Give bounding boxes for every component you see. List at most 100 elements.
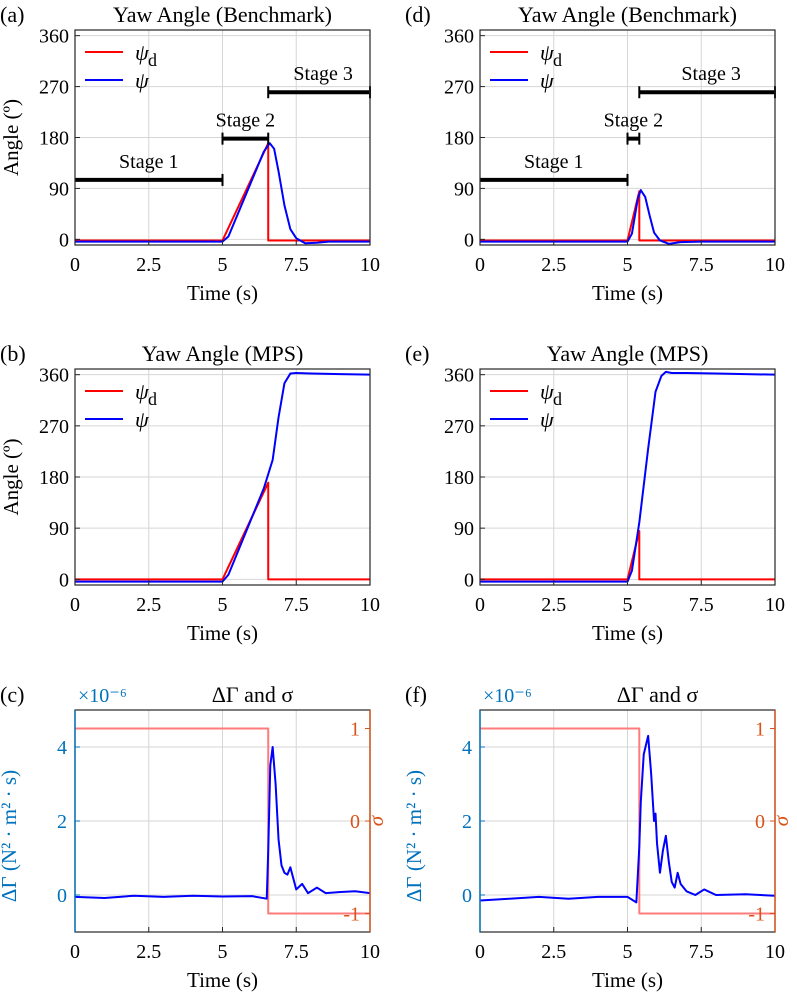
psi-d-line: [480, 190, 775, 242]
x-tick-label: 0: [475, 254, 485, 276]
delta-gamma-line: [75, 746, 370, 900]
legend-psi-label: ψ: [135, 68, 149, 93]
x-tick-label: 10: [360, 254, 380, 276]
y-right-tick-label: -1: [748, 904, 765, 926]
x-tick-label: 2.5: [541, 941, 566, 963]
panel-label: (a): [0, 2, 24, 27]
y-tick-label: 360: [444, 365, 474, 387]
y-axis-label: Angle (º): [0, 438, 23, 515]
psi-d-line: [75, 481, 370, 581]
chart-title: ΔΓ and σ: [617, 682, 699, 707]
x-tick-label: 5: [623, 594, 633, 616]
y-tick-label: 0: [464, 569, 474, 591]
panel-a: Stage 1 Stage 2 Stage 3 0 2.5 5 7.5 10 Time (s) Y…: [0, 2, 380, 305]
x-tick-label: 0: [70, 941, 80, 963]
legend: ψ dψ: [85, 40, 157, 93]
psi-line: [75, 371, 370, 583]
x-tick-label: 0: [70, 594, 80, 616]
legend-subscript: d: [148, 389, 157, 409]
y-tick-label: 270: [39, 416, 69, 438]
y-tick-label: 270: [39, 77, 69, 99]
y-left-tick-label: 4: [57, 737, 67, 759]
panel-label: (f): [405, 682, 427, 707]
y-tick-label: 180: [444, 128, 474, 150]
stage-label: Stage 1: [524, 151, 583, 173]
legend: ψ dψ: [490, 379, 562, 432]
y-tick-label: 90: [454, 518, 474, 540]
y-tick-label: 360: [39, 365, 69, 387]
exponent-label: ×10⁻⁶: [78, 685, 127, 707]
y-axis-label: Angle (º): [0, 99, 23, 176]
y-left-tick-label: 2: [462, 811, 472, 833]
y-left-tick-label: 4: [462, 737, 472, 759]
x-tick-label: 5: [218, 254, 228, 276]
psi-line: [480, 189, 775, 245]
x-tick-label: 2.5: [541, 254, 566, 276]
x-tick-label: 10: [765, 254, 785, 276]
y-tick-label: 90: [49, 518, 69, 540]
y-right-tick-label: 0: [755, 811, 765, 833]
x-tick-label: 5: [623, 941, 633, 963]
x-tick-label: 0: [475, 594, 485, 616]
x-axis-label: Time (s): [592, 281, 663, 305]
x-axis-label: Time (s): [592, 621, 663, 645]
y-tick-label: 270: [444, 416, 474, 438]
stage-label: Stage 2: [216, 110, 275, 132]
x-axis-label: Time (s): [187, 281, 258, 305]
y-tick-label: 180: [39, 467, 69, 489]
legend: ψ dψ: [85, 379, 157, 432]
y-tick-label: 0: [59, 569, 69, 591]
legend-psi-label: ψ: [540, 407, 554, 432]
y-right-axis-label: σ: [364, 814, 388, 826]
chart-title: Yaw Angle (Benchmark): [518, 2, 737, 27]
y-tick-label: 90: [454, 178, 474, 200]
chart-title: ΔΓ and σ: [212, 682, 294, 707]
chart-title: Yaw Angle (MPS): [547, 341, 709, 366]
x-tick-label: 2.5: [136, 594, 161, 616]
y-right-tick-label: -1: [343, 904, 360, 926]
y-left-tick-label: 0: [57, 885, 67, 907]
x-tick-label: 5: [218, 594, 228, 616]
y-left-tick-label: 0: [462, 885, 472, 907]
x-tick-label: 10: [360, 594, 380, 616]
x-tick-label: 2.5: [136, 941, 161, 963]
legend-subscript: d: [553, 389, 562, 409]
x-tick-label: 10: [765, 594, 785, 616]
legend-subscript: d: [148, 50, 157, 70]
x-tick-label: 5: [218, 941, 228, 963]
y-right-tick-label: 0: [350, 811, 360, 833]
stage-label: Stage 2: [604, 110, 663, 132]
x-axis-label: Time (s): [187, 968, 258, 992]
stage-label: Stage 1: [119, 151, 178, 173]
delta-gamma-line: [480, 734, 775, 904]
y-tick-label: 0: [464, 229, 474, 251]
y-tick-label: 360: [444, 26, 474, 48]
y-right-tick-label: 1: [755, 719, 765, 741]
legend: ψ dψ: [490, 40, 562, 93]
y-tick-label: 0: [59, 229, 69, 251]
legend-psi-label: ψ: [135, 407, 149, 432]
y-tick-label: 180: [39, 128, 69, 150]
panel-d: Stage 1 Stage 2 Stage 3 0 2.5 5 7.5 10 Time (s) Y…: [405, 2, 785, 305]
exponent-label: ×10⁻⁶: [483, 685, 532, 707]
panel-label: (d): [405, 2, 431, 27]
y-left-axis-label: ΔΓ (N² · m² · s): [402, 770, 426, 902]
y-right-axis-label: σ: [769, 814, 793, 826]
panel-e: 0 2.5 5 7.5 10 Time (s) Yaw Angle (MPS) (e) 0 90 1…: [405, 341, 785, 645]
psi-line: [480, 370, 775, 583]
panel-b: 0 2.5 5 7.5 10 Time (s) Yaw Angle (MPS) (b) 0 90 1…: [0, 341, 380, 645]
legend-psi-d-label: ψ: [135, 40, 149, 65]
y-tick-label: 180: [444, 467, 474, 489]
x-tick-label: 7.5: [689, 941, 714, 963]
y-left-axis-label: ΔΓ (N² · m² · s): [0, 770, 21, 902]
legend-psi-label: ψ: [540, 68, 554, 93]
legend-psi-d-label: ψ: [540, 40, 554, 65]
legend-subscript: d: [553, 50, 562, 70]
x-tick-label: 5: [623, 254, 633, 276]
panel-label: (b): [0, 341, 26, 366]
psi-line: [75, 142, 370, 245]
y-tick-label: 270: [444, 77, 474, 99]
x-tick-label: 7.5: [284, 594, 309, 616]
